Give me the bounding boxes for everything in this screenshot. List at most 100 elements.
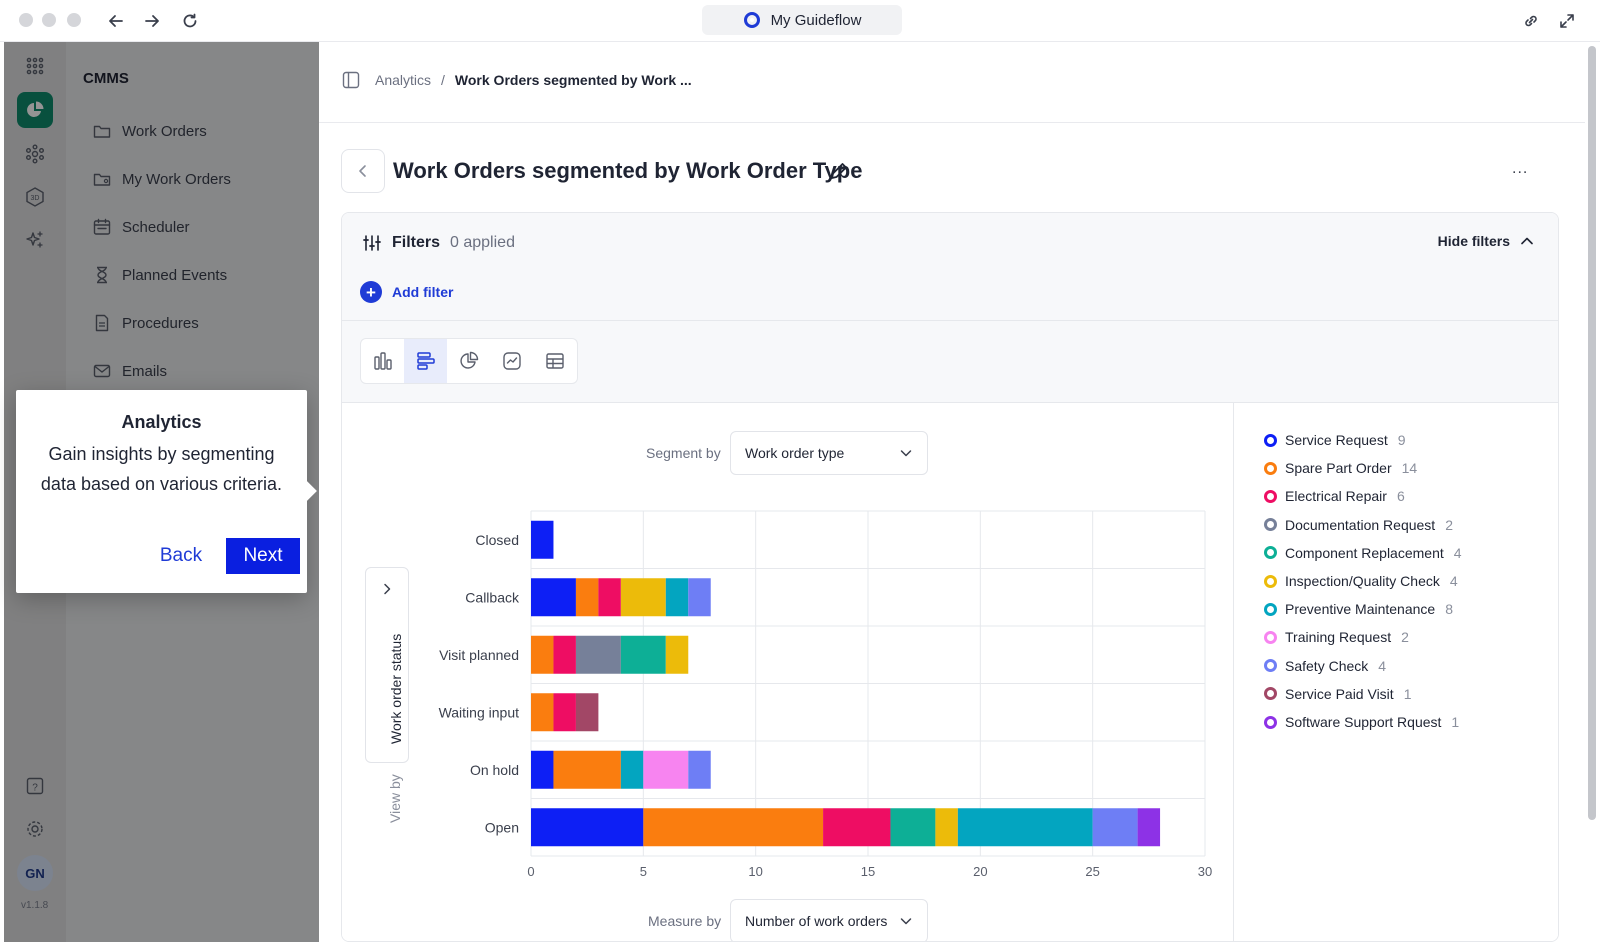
link-icon[interactable] (1518, 8, 1544, 34)
view-by-select[interactable]: Work order status (365, 567, 409, 763)
legend-label: Training Request (1285, 629, 1392, 646)
expand-icon[interactable] (1554, 8, 1580, 34)
legend-item[interactable]: Inspection/Quality Check 4 (1264, 570, 1458, 592)
sidebar-item-scheduler[interactable]: Scheduler (92, 212, 190, 242)
category-label: On hold (470, 762, 519, 778)
tour-tooltip: Analytics Gain insights by segmenting da… (16, 390, 317, 593)
user-avatar[interactable]: GN (17, 855, 53, 891)
bar-segment (575, 693, 599, 732)
back-arrow-icon[interactable] (103, 8, 129, 34)
bar-segment (531, 635, 554, 674)
stacked-bar-chart: 0 5 10 15 20 25 30 Closed Callback Visit planned W… (439, 510, 1212, 879)
breadcrumb-separator: / (441, 72, 445, 88)
legend-item[interactable]: Documentation Request 2 (1264, 514, 1453, 536)
page-title: Work Orders segmented by Work Order Type (393, 158, 863, 183)
legend-swatch-icon (1264, 687, 1277, 701)
sidebar-item-label: Emails (122, 362, 168, 380)
segment-by-value: Work order type (745, 445, 845, 461)
analytics-pie-icon[interactable] (17, 92, 53, 128)
window-minimize-dot[interactable] (42, 13, 56, 27)
measure-by-label: Measure by (648, 913, 722, 929)
window-close-dot[interactable] (19, 13, 33, 27)
legend-label: Spare Part Order (1285, 460, 1392, 477)
chart-type-switcher (360, 338, 578, 384)
bar-segment (665, 635, 689, 674)
filters-applied-count: 0 applied (450, 234, 515, 251)
sidebar-item-procedures[interactable]: Procedures (92, 308, 199, 338)
bar-segment (665, 578, 689, 617)
add-filter-button[interactable]: + Add filter (360, 281, 453, 303)
tooltip-back-button[interactable]: Back (159, 545, 203, 566)
legend-label: Electrical Repair (1285, 488, 1387, 505)
hourglass-icon (97, 266, 107, 284)
bar-segment (575, 635, 621, 674)
legend-item[interactable]: Training Request 2 (1264, 626, 1409, 648)
sidebar-toggle-icon[interactable] (341, 70, 361, 90)
edit-pencil-icon[interactable] (828, 160, 850, 187)
more-options-icon[interactable]: ... (1512, 160, 1529, 177)
window-maximize-dot[interactable] (67, 13, 81, 27)
legend-swatch-icon (1264, 715, 1277, 729)
breadcrumb-root[interactable]: Analytics (375, 72, 432, 88)
bar-segment (531, 808, 644, 847)
sidebar-item-my-work-orders[interactable]: My Work Orders (92, 164, 231, 194)
page-back-button[interactable] (341, 149, 385, 193)
url-pill[interactable]: My Guideflow (702, 5, 902, 35)
table-view-button[interactable] (533, 339, 576, 383)
hide-filters-button[interactable]: Hide filters (1438, 233, 1534, 249)
measure-by-select[interactable]: Number of work orders (730, 899, 928, 941)
category-label: Waiting input (439, 704, 520, 720)
sidebar-item-work-orders[interactable]: Work Orders (92, 116, 207, 146)
legend-count: 6 (1396, 488, 1405, 505)
legend-count: 4 (1449, 573, 1458, 589)
chevron-down-icon (900, 918, 912, 925)
mail-icon (93, 364, 111, 378)
legend-item[interactable]: Software Support Rquest 1 (1264, 711, 1459, 733)
tooltip-next-button[interactable]: Next (226, 538, 300, 574)
legend-item[interactable]: Service Paid Visit 1 (1264, 683, 1411, 705)
folder-user-icon (93, 173, 111, 186)
line-chart-button[interactable] (490, 339, 533, 383)
sidebar-item-label: My Work Orders (122, 170, 231, 188)
line-chart-icon (502, 352, 521, 370)
legend-item[interactable]: Component Replacement 4 (1264, 542, 1462, 564)
pie-chart-button[interactable] (447, 339, 490, 383)
3d-icon[interactable]: 3D (19, 181, 51, 213)
legend-item[interactable]: Electrical Repair 6 (1264, 485, 1405, 507)
breadcrumb-current: Work Orders segmented by Work ... (454, 72, 692, 88)
help-icon[interactable]: ? (19, 770, 51, 802)
legend-swatch-icon (1264, 659, 1277, 673)
horizontal-bars-icon (416, 352, 435, 370)
legend-item[interactable]: Preventive Maintenance 8 (1264, 598, 1453, 620)
segment-by-select[interactable]: Work order type (730, 431, 928, 475)
bar-segment (575, 578, 599, 617)
sidebar-item-planned-events[interactable]: Planned Events (92, 260, 227, 290)
bar-segment (531, 693, 554, 732)
settings-gear-icon[interactable] (19, 813, 51, 845)
tooltip-title: Analytics (121, 412, 202, 432)
chevron-up-icon (1521, 237, 1533, 245)
legend-item[interactable]: Safety Check 4 (1264, 655, 1386, 677)
scrollbar-thumb[interactable] (1588, 46, 1596, 820)
horizontal-bar-chart-button[interactable] (404, 339, 447, 383)
x-tick-label: 15 (861, 864, 875, 879)
legend-item[interactable]: Spare Part Order 14 (1264, 457, 1417, 479)
legend-swatch-icon (1264, 630, 1277, 644)
bar-segment (890, 808, 936, 847)
legend-swatch-icon (1264, 602, 1277, 616)
main-content: Analytics / Work Orders segmented by Wor… (319, 42, 1585, 942)
sparkles-icon[interactable] (19, 224, 51, 256)
legend-item[interactable]: Service Request 9 (1264, 429, 1406, 451)
chevron-left-icon (359, 165, 366, 177)
vertical-bar-chart-button[interactable] (361, 339, 404, 383)
guideflow-logo-icon (743, 12, 760, 28)
filters-title: Filters (392, 234, 441, 251)
sidebar-item-emails[interactable]: Emails (92, 356, 167, 386)
segment-by-label: Segment by (646, 445, 721, 461)
bar-segment (531, 750, 554, 789)
legend-count: 14 (1401, 460, 1418, 477)
apps-grid-icon[interactable] (19, 50, 51, 82)
reload-icon[interactable] (177, 8, 203, 34)
network-icon[interactable] (19, 138, 51, 170)
forward-arrow-icon[interactable] (139, 8, 165, 34)
